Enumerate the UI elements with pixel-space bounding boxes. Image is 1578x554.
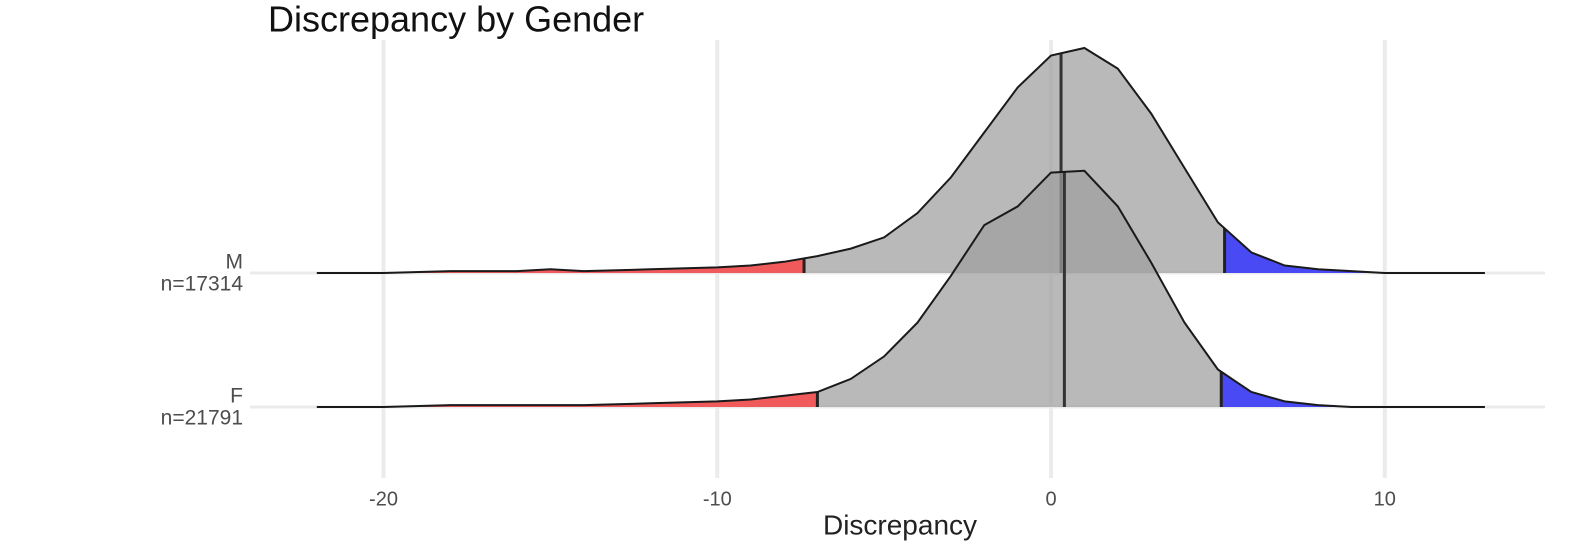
density-area xyxy=(316,170,1485,407)
y-tick-label: M xyxy=(226,251,244,274)
x-tick-label: 10 xyxy=(1374,488,1396,510)
x-tick-label: 0 xyxy=(1045,488,1056,510)
high-tail xyxy=(1224,228,1485,273)
x-tick-label: -20 xyxy=(369,488,398,510)
density-line xyxy=(316,46,1485,274)
low-tail xyxy=(316,392,818,407)
x-axis-label: Discrepancy xyxy=(823,509,977,540)
high-tail xyxy=(1221,371,1485,407)
y-tick-label: n=21791 xyxy=(161,407,243,430)
chart-title: Discrepancy by Gender xyxy=(268,0,644,40)
x-tick-label: -10 xyxy=(703,488,732,510)
y-tick-label: n=17314 xyxy=(161,273,244,296)
density-area xyxy=(316,48,1485,273)
y-tick-label: F xyxy=(230,385,243,408)
density-line xyxy=(316,169,1485,408)
